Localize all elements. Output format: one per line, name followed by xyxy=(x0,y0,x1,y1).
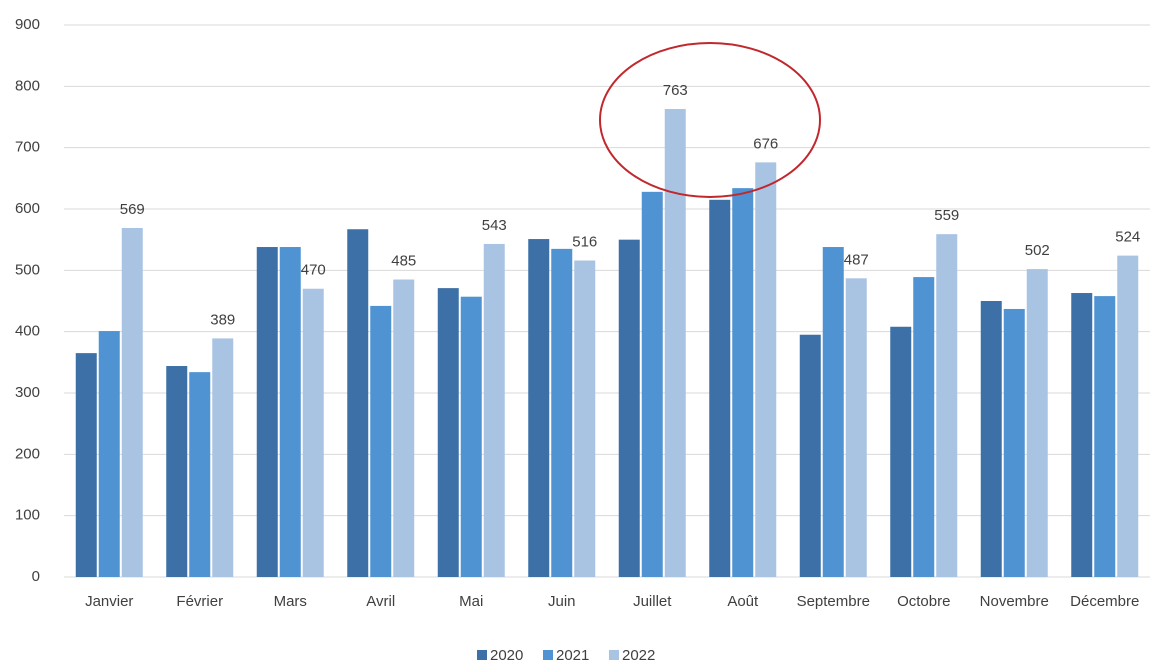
data-label: 516 xyxy=(572,233,597,250)
y-tick-label: 100 xyxy=(15,507,40,524)
data-label: 470 xyxy=(301,262,326,279)
x-tick-label: Janvier xyxy=(85,593,133,610)
y-tick-label: 500 xyxy=(15,261,40,278)
bar xyxy=(121,228,143,577)
data-label: 543 xyxy=(482,217,507,234)
bar xyxy=(551,248,573,577)
bar xyxy=(393,279,415,577)
bar xyxy=(913,277,935,577)
data-label: 502 xyxy=(1025,242,1050,259)
bar xyxy=(98,331,120,577)
legend-swatch xyxy=(609,650,619,660)
y-tick-label: 300 xyxy=(15,384,40,401)
bar xyxy=(799,334,821,577)
x-tick-label: Juillet xyxy=(633,593,672,610)
bar xyxy=(1026,269,1048,577)
y-tick-label: 0 xyxy=(32,568,40,585)
bar xyxy=(1117,255,1139,577)
legend-label: 2022 xyxy=(622,647,655,662)
x-tick-label: Août xyxy=(727,593,759,610)
x-tick-label: Septembre xyxy=(797,593,870,610)
bar xyxy=(212,338,234,577)
bar xyxy=(822,247,844,577)
legend-swatch xyxy=(477,650,487,660)
bar xyxy=(1094,296,1116,577)
x-tick-label: Avril xyxy=(366,593,395,610)
bar xyxy=(347,229,369,578)
x-tick-label: Février xyxy=(176,593,223,610)
data-label: 559 xyxy=(934,207,959,224)
legend-label: 2021 xyxy=(556,647,589,662)
bar xyxy=(936,234,958,577)
x-tick-label: Novembre xyxy=(980,593,1049,610)
data-label: 763 xyxy=(663,82,688,99)
bar xyxy=(437,288,459,577)
y-tick-label: 600 xyxy=(15,200,40,217)
x-tick-label: Décembre xyxy=(1070,593,1139,610)
bar xyxy=(528,239,550,577)
bar xyxy=(189,372,211,577)
bar xyxy=(1071,293,1093,577)
bar xyxy=(279,247,301,577)
highlight-ellipse xyxy=(599,42,821,198)
data-label: 487 xyxy=(844,251,869,268)
data-label: 676 xyxy=(753,135,778,152)
y-tick-label: 900 xyxy=(15,16,40,33)
legend-swatch xyxy=(543,650,553,660)
x-tick-label: Octobre xyxy=(897,593,950,610)
bar xyxy=(302,288,324,577)
bar xyxy=(890,326,912,577)
bar xyxy=(166,366,188,577)
bar xyxy=(1003,308,1025,577)
bar xyxy=(75,353,97,577)
data-label: 524 xyxy=(1115,229,1140,246)
bar xyxy=(641,191,663,577)
data-label: 485 xyxy=(391,253,416,270)
bar xyxy=(709,199,731,578)
bar xyxy=(370,305,392,577)
x-tick-label: Juin xyxy=(548,593,576,610)
bar xyxy=(845,278,867,577)
bar xyxy=(483,243,505,577)
x-tick-label: Mai xyxy=(459,593,483,610)
bar xyxy=(460,296,482,577)
bar xyxy=(574,260,596,577)
x-tick-label: Mars xyxy=(274,593,307,610)
bar xyxy=(618,239,640,577)
data-label: 569 xyxy=(120,201,145,218)
bar xyxy=(980,301,1002,577)
legend-label: 2020 xyxy=(490,647,523,662)
y-tick-label: 400 xyxy=(15,323,40,340)
bar xyxy=(664,109,686,577)
bar xyxy=(732,188,754,577)
y-tick-label: 700 xyxy=(15,139,40,156)
y-tick-label: 200 xyxy=(15,445,40,462)
bar xyxy=(755,162,777,578)
data-label: 389 xyxy=(210,311,235,328)
bar xyxy=(256,247,278,577)
y-tick-label: 800 xyxy=(15,77,40,94)
